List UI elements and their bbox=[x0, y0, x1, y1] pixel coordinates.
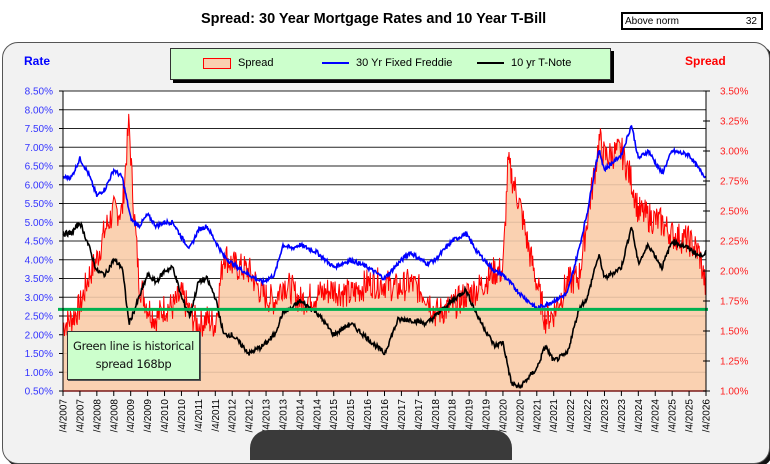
legend-label-spread: Spread bbox=[238, 57, 274, 69]
x-tick-label: /4/2019 bbox=[465, 399, 476, 433]
x-tick-label: /4/2012 bbox=[228, 399, 239, 433]
left-tick-label: 7.00% bbox=[25, 143, 53, 154]
left-tick-label: 6.00% bbox=[25, 180, 53, 191]
x-tick-label: /4/2025 bbox=[685, 399, 696, 433]
legend-item-spread: Spread bbox=[203, 57, 273, 69]
right-axis-title: Spread bbox=[685, 54, 726, 68]
x-tick-label: /4/2024 bbox=[651, 399, 662, 433]
spread-line bbox=[62, 113, 707, 339]
x-tick-label: /4/2018 bbox=[431, 399, 442, 433]
x-tick-label: /4/2023 bbox=[600, 399, 611, 433]
overlay-panel bbox=[250, 430, 512, 460]
legend: Spread 30 Yr Fixed Freddie 10 yr T-Note bbox=[170, 48, 611, 80]
left-tick-label: 4.00% bbox=[25, 255, 53, 266]
x-tick-label: /4/2007 bbox=[59, 399, 70, 433]
page-title: Spread: 30 Year Mortgage Rates and 10 Ye… bbox=[201, 11, 547, 27]
x-tick-label: /4/2010 bbox=[177, 399, 188, 433]
legend-label-mortgage: 30 Yr Fixed Freddie bbox=[356, 57, 453, 69]
mortgage-line bbox=[62, 124, 707, 310]
x-tick-label: /4/2013 bbox=[278, 399, 289, 433]
note-line-2: spread 168bp bbox=[95, 357, 172, 371]
x-tick-label: /4/2011 bbox=[211, 399, 222, 432]
x-tick-label: /4/2011 bbox=[194, 399, 205, 432]
above-norm-box: Above norm 32 bbox=[621, 12, 763, 30]
right-tick-label: 2.25% bbox=[720, 237, 748, 248]
x-tick-label: /4/2013 bbox=[262, 399, 273, 433]
left-tick-label: 8.00% bbox=[25, 105, 53, 116]
x-tick-label: /4/2014 bbox=[312, 399, 323, 433]
right-tick-label: 3.25% bbox=[720, 117, 748, 128]
x-tick-label: /4/2022 bbox=[566, 399, 577, 433]
x-tick-label: /4/2015 bbox=[329, 399, 340, 433]
right-tick-label: 1.00% bbox=[720, 387, 748, 398]
x-tick-label: /4/2015 bbox=[346, 399, 357, 433]
left-tick-label: 3.50% bbox=[25, 274, 53, 285]
x-tick-label: /4/2008 bbox=[109, 399, 120, 433]
legend-item-tnote: 10 yr T-Note bbox=[477, 57, 571, 69]
legend-swatch-spread bbox=[203, 57, 231, 69]
x-tick-label: /4/2020 bbox=[498, 399, 509, 433]
left-tick-label: 6.50% bbox=[25, 162, 53, 173]
x-tick-label: /4/2021 bbox=[532, 399, 543, 433]
x-tick-label: /4/2009 bbox=[126, 399, 137, 433]
x-tick-label: /4/2017 bbox=[397, 399, 408, 433]
x-tick-label: /4/2007 bbox=[75, 399, 86, 433]
right-tick-label: 1.50% bbox=[720, 327, 748, 338]
x-tick-label: /4/2021 bbox=[549, 399, 560, 433]
left-tick-label: 7.50% bbox=[25, 124, 53, 135]
above-norm-label: Above norm bbox=[625, 16, 679, 27]
left-tick-label: 5.50% bbox=[25, 199, 53, 210]
legend-label-tnote: 10 yr T-Note bbox=[511, 57, 572, 69]
left-tick-label: 1.00% bbox=[25, 368, 53, 379]
tnote-line bbox=[62, 221, 707, 389]
legend-item-mortgage: 30 Yr Fixed Freddie bbox=[322, 57, 452, 69]
x-tick-label: /4/2025 bbox=[668, 399, 679, 433]
x-tick-label: /4/2012 bbox=[245, 399, 256, 433]
note-line-1: Green line is historical bbox=[72, 339, 195, 353]
legend-swatch-tnote bbox=[477, 62, 504, 64]
left-tick-label: 1.50% bbox=[25, 349, 53, 360]
left-tick-label: 4.50% bbox=[25, 237, 53, 248]
x-tick-label: /4/2023 bbox=[617, 399, 628, 433]
left-tick-label: 8.50% bbox=[25, 87, 53, 98]
left-tick-label: 2.00% bbox=[25, 330, 53, 341]
x-tick-label: /4/2016 bbox=[380, 399, 391, 433]
right-tick-label: 2.50% bbox=[720, 207, 748, 218]
right-tick-label: 1.25% bbox=[720, 357, 748, 368]
left-tick-label: 0.50% bbox=[25, 387, 53, 398]
x-tick-label: /4/2009 bbox=[143, 399, 154, 433]
left-tick-label: 3.00% bbox=[25, 293, 53, 304]
x-tick-label: /4/2008 bbox=[92, 399, 103, 433]
x-tick-label: /4/2010 bbox=[160, 399, 171, 433]
left-tick-label: 5.00% bbox=[25, 218, 53, 229]
left-tick-label: 2.50% bbox=[25, 312, 53, 323]
x-tick-label: /4/2016 bbox=[363, 399, 374, 433]
x-tick-label: /4/2014 bbox=[295, 399, 306, 433]
right-tick-label: 3.00% bbox=[720, 147, 748, 158]
right-tick-label: 3.50% bbox=[720, 87, 748, 98]
right-tick-label: 2.75% bbox=[720, 177, 748, 188]
x-tick-label: /4/2017 bbox=[414, 399, 425, 433]
x-tick-label: /4/2022 bbox=[583, 399, 594, 433]
x-tick-label: /4/2026 bbox=[702, 399, 713, 433]
left-axis-title: Rate bbox=[24, 54, 51, 68]
right-tick-label: 1.75% bbox=[720, 297, 748, 308]
x-tick-label: /4/2018 bbox=[448, 399, 459, 433]
x-tick-label: /4/2024 bbox=[634, 399, 645, 433]
x-tick-label: /4/2019 bbox=[482, 399, 493, 433]
above-norm-value: 32 bbox=[745, 16, 757, 27]
right-tick-label: 2.00% bbox=[720, 267, 748, 278]
historical-spread-note: Green line is historical spread 168bp bbox=[67, 331, 200, 380]
legend-swatch-mortgage bbox=[322, 62, 349, 64]
x-tick-label: /4/2020 bbox=[515, 399, 526, 433]
